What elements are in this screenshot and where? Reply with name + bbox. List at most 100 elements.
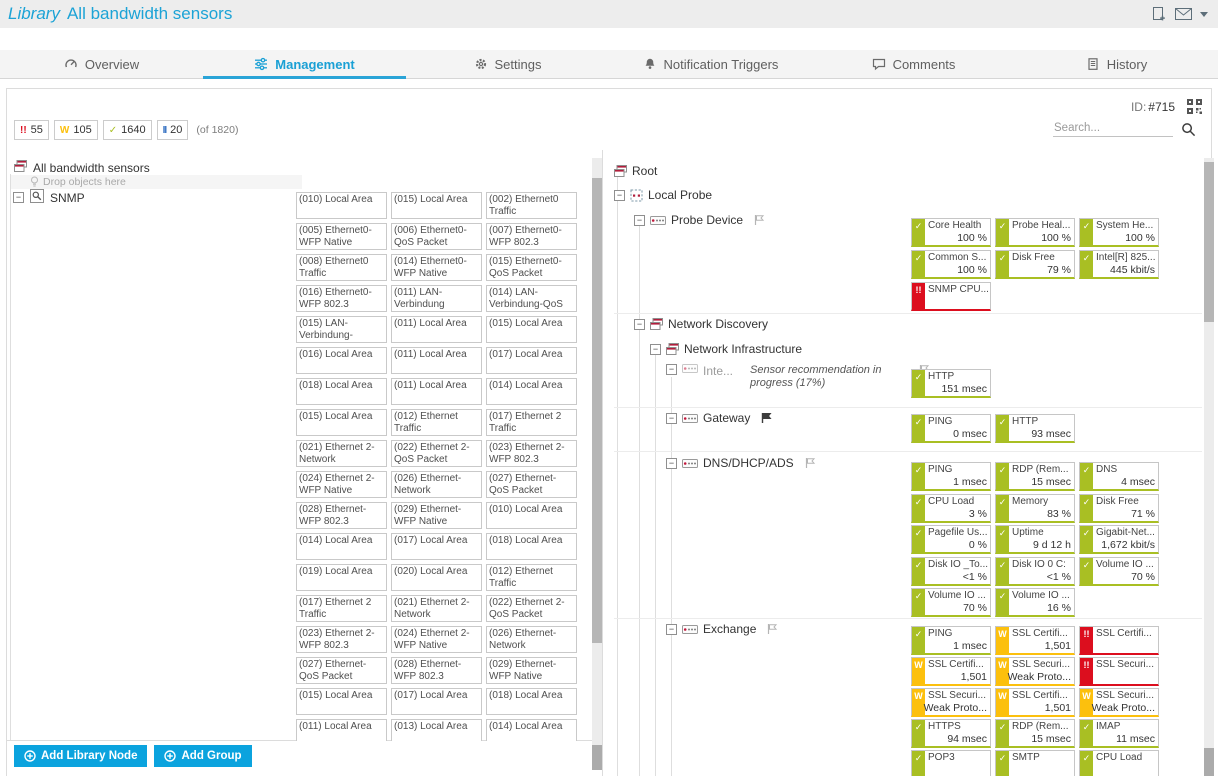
sensor-tile[interactable]: !! SSL Certifi... xyxy=(1079,626,1159,655)
library-sensor-tile[interactable]: (016) Ethernet0-WFP 802.3 xyxy=(296,285,387,312)
library-sensor-tile[interactable]: (011) LAN-Verbindung xyxy=(391,285,482,312)
expand-toggle[interactable] xyxy=(666,623,677,635)
sensor-tile[interactable]: !! SNMP CPU... xyxy=(911,282,991,311)
sensor-tile[interactable]: ✓ Disk IO _To... <1 % xyxy=(911,556,991,586)
library-sensor-tile[interactable]: (023) Ethernet 2-WFP 802.3 xyxy=(486,440,577,467)
sensor-tile[interactable]: ✓ POP3 xyxy=(911,750,991,776)
library-sensor-tile[interactable]: (018) Local Area xyxy=(486,688,577,715)
sensor-tile[interactable]: ✓ Volume IO ... 70 % xyxy=(1079,556,1159,586)
tree-node-label[interactable]: Root xyxy=(632,164,658,178)
email-icon[interactable] xyxy=(1175,8,1192,20)
library-sensor-tile[interactable]: (027) Ethernet-QoS Packet xyxy=(296,657,387,684)
status-badge-ok[interactable]: ✓ 1640 xyxy=(102,120,152,140)
library-sensor-tile[interactable]: (015) Local Area xyxy=(391,192,482,219)
drop-target-hint[interactable]: Drop objects here xyxy=(10,175,302,189)
library-sensor-tile[interactable]: (017) Local Area xyxy=(391,533,482,560)
library-sensor-tile[interactable]: (022) Ethernet 2-QoS Packet xyxy=(486,595,577,622)
library-sensor-tile[interactable]: (008) Ethernet0 Traffic xyxy=(296,254,387,281)
library-sensor-tile[interactable]: (011) Local Area xyxy=(391,347,482,374)
library-sensor-tile[interactable]: (014) Local Area xyxy=(486,378,577,405)
qr-code-icon[interactable] xyxy=(1187,99,1202,114)
library-sensor-tile[interactable]: (012) Ethernet Traffic xyxy=(486,564,577,591)
tree-node-label[interactable]: Local Probe xyxy=(648,188,713,202)
library-sensor-tile[interactable]: (014) LAN-Verbindung-QoS xyxy=(486,285,577,312)
sensor-tile[interactable]: ✓ HTTP 151 msec xyxy=(911,369,991,398)
expand-toggle[interactable] xyxy=(650,343,661,355)
expand-toggle[interactable] xyxy=(666,412,677,424)
sensor-tile[interactable]: ✓ Common S... 100 % xyxy=(911,250,991,279)
library-sensor-tile[interactable]: (021) Ethernet 2-Network xyxy=(296,440,387,467)
library-root-label[interactable]: All bandwidth sensors xyxy=(33,160,150,175)
library-sensor-tile[interactable]: (010) Local Area xyxy=(486,502,577,529)
tree-node-label[interactable]: Network Infrastructure xyxy=(684,342,803,356)
sensor-tile[interactable]: ✓ Uptime 9 d 12 h xyxy=(995,525,1075,554)
sensor-tile[interactable]: W SSL Securi... Weak Proto... xyxy=(995,657,1075,686)
expand-toggle[interactable] xyxy=(13,192,24,203)
tree-node-label[interactable]: DNS/DHCP/ADS xyxy=(703,456,794,470)
tree-node-label[interactable]: Inte... xyxy=(703,364,734,378)
tab-settings[interactable]: Settings xyxy=(406,50,609,78)
library-sensor-tile[interactable]: (019) Local Area xyxy=(296,564,387,591)
sensor-tile[interactable]: ✓ HTTP 93 msec xyxy=(995,414,1075,443)
sensor-tile[interactable]: ✓ CPU Load xyxy=(1079,750,1159,776)
library-sensor-tile[interactable]: (026) Ethernet-Network xyxy=(391,471,482,498)
library-sensor-tile[interactable]: (013) Local Area xyxy=(391,719,482,741)
status-badge-paused[interactable]: II 20 xyxy=(156,120,189,140)
expand-toggle[interactable] xyxy=(666,364,677,375)
tab-history[interactable]: History xyxy=(1015,50,1218,78)
sensor-tile[interactable]: ✓ PING 0 msec xyxy=(911,414,991,443)
add-library-node-button[interactable]: Add Library Node xyxy=(14,745,148,767)
tree-node-label[interactable]: Gateway xyxy=(703,411,751,425)
tree-node-label[interactable]: Probe Device xyxy=(671,213,744,227)
library-sensor-tile[interactable]: (014) Local Area xyxy=(486,719,577,741)
new-window-icon[interactable] xyxy=(1151,6,1167,22)
sensor-tile[interactable]: ✓ HTTPS 94 msec xyxy=(911,719,991,748)
library-sensor-tile[interactable]: (010) Local Area xyxy=(296,192,387,219)
expand-toggle[interactable] xyxy=(614,189,625,201)
library-sensor-tile[interactable]: (017) Ethernet 2 Traffic xyxy=(486,409,577,436)
library-sensor-tile[interactable]: (018) Local Area xyxy=(296,378,387,405)
sensor-tile[interactable]: W SSL Securi... Weak Proto... xyxy=(1079,688,1159,717)
library-sensor-tile[interactable]: (006) Ethernet0-QoS Packet xyxy=(391,223,482,250)
library-sensor-tile[interactable]: (011) Local Area xyxy=(391,378,482,405)
library-sensor-tile[interactable]: (026) Ethernet-Network xyxy=(486,626,577,653)
sensor-tile[interactable]: !! SSL Securi... xyxy=(1079,657,1159,686)
tab-management[interactable]: Management xyxy=(203,50,406,78)
library-sensor-tile[interactable]: (017) Ethernet 2 Traffic xyxy=(296,595,387,622)
expand-toggle[interactable] xyxy=(634,214,645,226)
library-sensor-tile[interactable]: (029) Ethernet-WFP Native xyxy=(486,657,577,684)
sensor-tile[interactable]: ✓ Disk Free 71 % xyxy=(1079,493,1159,523)
expand-toggle[interactable] xyxy=(666,457,677,469)
sensor-tile[interactable]: W SSL Certifi... 1,501 xyxy=(995,688,1075,717)
status-badge-error[interactable]: !! 55 xyxy=(14,120,49,140)
library-sensor-tile[interactable]: (027) Ethernet-QoS Packet xyxy=(486,471,577,498)
sensor-tile[interactable]: ✓ Probe Heal... 100 % xyxy=(995,218,1075,247)
sensor-tile[interactable]: ✓ Pagefile Us... 0 % xyxy=(911,525,991,554)
library-node-label[interactable]: SNMP xyxy=(50,190,85,205)
library-sensor-tile[interactable]: (017) Local Area xyxy=(486,347,577,374)
library-sensor-tile[interactable]: (015) Ethernet0-QoS Packet xyxy=(486,254,577,281)
library-sensor-tile[interactable]: (015) Local Area xyxy=(296,409,387,436)
library-sensor-tile[interactable]: (016) Local Area xyxy=(296,347,387,374)
library-sensor-tile[interactable]: (015) LAN-Verbindung- xyxy=(296,316,387,343)
scrollbar-thumb[interactable] xyxy=(592,178,602,643)
library-sensor-tile[interactable]: (014) Ethernet0-WFP Native xyxy=(391,254,482,281)
sensor-tile[interactable]: ✓ Memory 83 % xyxy=(995,493,1075,523)
library-sensor-tile[interactable]: (029) Ethernet-WFP Native xyxy=(391,502,482,529)
sensor-tile[interactable]: ✓ RDP (Rem... 15 msec xyxy=(995,719,1075,748)
sensor-tile[interactable]: ✓ Gigabit-Net... 1,672 kbit/s xyxy=(1079,525,1159,554)
add-group-button[interactable]: Add Group xyxy=(154,745,252,767)
sensor-tile[interactable]: ✓ PING 1 msec xyxy=(911,626,991,655)
right-panel-scrollbar[interactable] xyxy=(1204,158,1214,776)
tab-notification-triggers[interactable]: Notification Triggers xyxy=(609,50,812,78)
library-sensor-tile[interactable]: (028) Ethernet-WFP 802.3 xyxy=(296,502,387,529)
status-badge-warning[interactable]: W 105 xyxy=(53,120,98,140)
sensor-tile[interactable]: ✓ IMAP 11 msec xyxy=(1079,719,1159,748)
sensor-tile[interactable]: ✓ Intel[R] 825... 445 kbit/s xyxy=(1079,250,1159,279)
sensor-tile[interactable]: ✓ DNS 4 msec xyxy=(1079,462,1159,491)
search-input[interactable] xyxy=(1053,120,1173,137)
library-sensor-tile[interactable]: (024) Ethernet 2-WFP Native xyxy=(296,471,387,498)
sensor-tile[interactable]: ✓ CPU Load 3 % xyxy=(911,493,991,523)
library-sensor-tile[interactable]: (017) Local Area xyxy=(391,688,482,715)
sensor-tile[interactable]: ✓ Disk IO 0 C: <1 % xyxy=(995,556,1075,586)
